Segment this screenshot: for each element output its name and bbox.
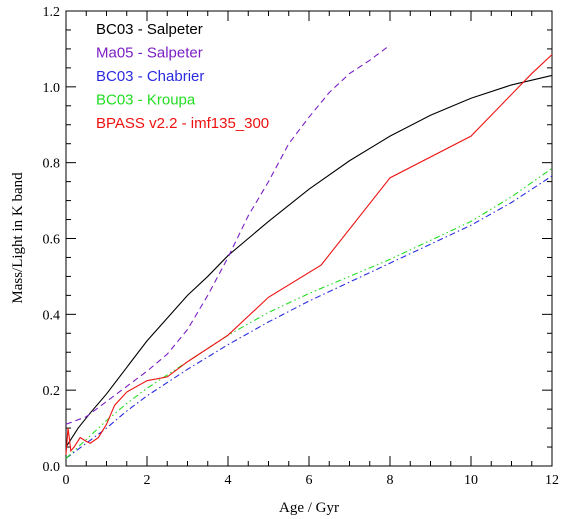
x-tick-labels: 0 2 4 6 8 10 12 [63,473,560,488]
x-tick-label: 12 [545,473,559,488]
x-tick-label: 4 [225,473,232,488]
legend-entry-3: BC03 - Kroupa [96,92,196,109]
y-axis-label: Mass/Light in K band [10,172,26,304]
x-tick-label: 0 [63,473,70,488]
x-axis-label: Age / Gyr [279,500,339,516]
y-tick-label: 0.6 [43,233,61,248]
legend-entry-2: BC03 - Chabrier [96,68,204,85]
y-tick-label: 0.2 [43,384,61,399]
x-tick-label: 2 [144,473,151,488]
y-tick-labels: 0.0 0.2 0.4 0.6 0.8 1.0 1.2 [43,5,61,475]
legend-entry-0: BC03 - Salpeter [96,21,203,38]
series-line-3 [66,168,552,458]
legend-entry-1: Ma05 - Salpeter [96,45,203,62]
y-tick-label: 0.4 [43,308,61,323]
x-tick-label: 6 [306,473,313,488]
legend-entry-4: BPASS v2.2 - imf135_300 [96,115,269,132]
y-tick-label: 1.2 [43,5,61,20]
y-tick-label: 0.0 [43,460,61,475]
series-line-2 [66,176,552,458]
x-tick-label: 10 [464,473,478,488]
legend: BC03 - Salpeter Ma05 - Salpeter BC03 - Cha… [96,21,269,132]
y-tick-label: 0.8 [43,157,61,172]
y-tick-label: 1.0 [43,81,61,96]
x-tick-label: 8 [387,473,394,488]
